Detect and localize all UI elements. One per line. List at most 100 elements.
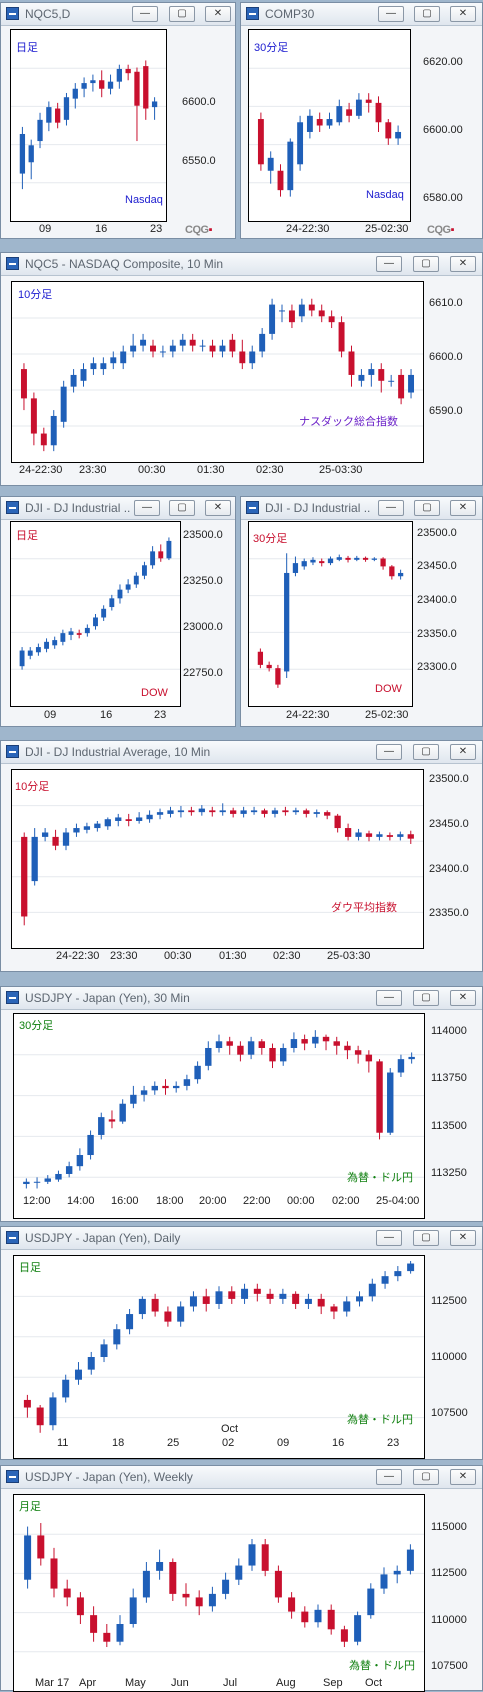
title-bar[interactable]: USDJPY - Japan (Yen), Daily — ▢ ✕	[1, 1227, 482, 1250]
title-bar[interactable]: NQC5,D — ▢ ✕	[1, 3, 235, 26]
candle-body	[21, 836, 28, 917]
candle-body	[156, 812, 164, 815]
candle-body	[292, 810, 299, 813]
chart-area[interactable]	[11, 281, 424, 463]
candle-body	[226, 1041, 233, 1046]
candle-body	[301, 1611, 309, 1623]
minimize-button[interactable]: —	[134, 500, 160, 516]
candle-body	[179, 339, 186, 346]
candle-body	[76, 1597, 84, 1616]
candle-body	[261, 1544, 269, 1571]
x-tick-label: Sep	[323, 1677, 343, 1689]
candle-body	[345, 557, 351, 560]
y-tick-label: 23400.0	[417, 594, 457, 606]
candle-body	[389, 566, 395, 577]
title-bar[interactable]: COMP30 — ▢ ✕	[241, 3, 482, 26]
candle-body	[330, 1306, 338, 1312]
close-button[interactable]: ✕	[205, 500, 231, 516]
maximize-button[interactable]: ▢	[169, 6, 195, 22]
close-button[interactable]: ✕	[450, 1230, 476, 1246]
candle-body	[68, 631, 74, 635]
maximize-button[interactable]: ▢	[414, 6, 440, 22]
candle-body	[20, 369, 27, 399]
chart-area[interactable]	[13, 1013, 425, 1219]
chart-window-nq-daily: NQC5,D — ▢ ✕ 日足 Nasdaq 6600.0 6550.0 09 …	[0, 2, 236, 239]
chart-area[interactable]	[10, 29, 167, 222]
chart-window-usdjpy-daily: USDJPY - Japan (Yen), Daily — ▢ ✕ 日足 為替・…	[0, 1226, 483, 1460]
minimize-button[interactable]: —	[376, 990, 402, 1006]
y-tick-label: 23450.0	[417, 560, 457, 572]
maximize-button[interactable]: ▢	[413, 744, 439, 760]
close-button[interactable]: ✕	[450, 500, 476, 516]
maximize-button[interactable]: ▢	[413, 990, 439, 1006]
minimize-button[interactable]: —	[376, 744, 402, 760]
maximize-button[interactable]: ▢	[413, 1469, 439, 1485]
close-button[interactable]: ✕	[450, 256, 476, 272]
x-tick-label: 23:30	[110, 950, 138, 962]
y-tick-label: 23000.0	[183, 621, 223, 633]
maximize-button[interactable]: ▢	[169, 500, 195, 516]
candle-body	[84, 627, 90, 634]
y-tick-label: 107500	[431, 1407, 468, 1419]
candle-body	[269, 1047, 276, 1062]
close-button[interactable]: ✕	[450, 744, 476, 760]
candle-body	[219, 345, 226, 352]
chart-area[interactable]	[10, 521, 181, 707]
candle-body	[266, 664, 272, 669]
minimize-button[interactable]: —	[378, 6, 404, 22]
y-tick-label: 6620.00	[423, 56, 463, 68]
chart-area[interactable]	[248, 521, 413, 707]
chart-area[interactable]	[248, 29, 411, 222]
title-bar[interactable]: DJI - DJ Industrial Average, 10 Min — ▢ …	[1, 741, 482, 764]
timeframe-label: 30分足	[254, 42, 289, 54]
x-tick-label: 09	[277, 1437, 290, 1449]
candle-body	[55, 108, 61, 123]
close-button[interactable]: ✕	[205, 6, 231, 22]
close-button[interactable]: ✕	[450, 990, 476, 1006]
minimize-button[interactable]: —	[376, 1469, 402, 1485]
maximize-button[interactable]: ▢	[413, 1230, 439, 1246]
close-button[interactable]: ✕	[450, 6, 476, 22]
chart-area[interactable]	[13, 1494, 425, 1692]
minimize-button[interactable]: —	[376, 256, 402, 272]
x-tick-label: 18:00	[156, 1195, 184, 1207]
title-bar[interactable]: USDJPY - Japan (Yen), Weekly — ▢ ✕	[1, 1466, 482, 1489]
y-tick-label: 23250.0	[183, 575, 223, 587]
title-bar[interactable]: DJI - DJ Industrial ... — ▢ ✕	[1, 497, 235, 520]
minimize-button[interactable]: —	[376, 1230, 402, 1246]
title-bar[interactable]: DJI - DJ Industrial ... — ▢ ✕	[241, 497, 482, 520]
candle-body	[344, 1045, 351, 1051]
candle-body	[215, 1041, 223, 1048]
series-label: Nasdaq	[366, 189, 404, 201]
candle-body	[140, 339, 147, 346]
candle-body	[44, 1178, 51, 1182]
candle-body	[194, 1065, 201, 1080]
x-tick-label: Apr	[79, 1677, 97, 1689]
candle-body	[230, 810, 237, 814]
candle-body	[338, 322, 345, 352]
candle-body	[314, 1609, 322, 1623]
close-button[interactable]: ✕	[450, 1469, 476, 1485]
candle-body	[288, 310, 295, 323]
chart-area[interactable]	[13, 1255, 425, 1459]
maximize-button[interactable]: ▢	[413, 256, 439, 272]
chart-area[interactable]	[11, 769, 424, 949]
minimize-button[interactable]: —	[132, 6, 158, 22]
minimize-button[interactable]: —	[378, 500, 404, 516]
title-bar[interactable]: NQC5 - NASDAQ Composite, 10 Min — ▢ ✕	[1, 253, 482, 276]
candle-body	[182, 1593, 190, 1598]
candle-body	[395, 131, 402, 139]
x-tick-label: 18	[112, 1437, 125, 1449]
candle-body	[134, 71, 140, 106]
x-tick-label: 25-03:30	[319, 464, 363, 476]
title-bar[interactable]: USDJPY - Japan (Yen), 30 Min — ▢ ✕	[1, 987, 482, 1010]
candle-body	[130, 345, 137, 352]
candle-body	[336, 557, 342, 560]
maximize-button[interactable]: ▢	[414, 500, 440, 516]
candle-body	[183, 1079, 191, 1086]
x-axis-month-label: Oct	[221, 1423, 239, 1435]
candle-body	[209, 345, 216, 352]
candle-body	[87, 1134, 94, 1156]
x-tick-label: 00:30	[138, 464, 166, 476]
candle-body	[164, 1311, 172, 1322]
